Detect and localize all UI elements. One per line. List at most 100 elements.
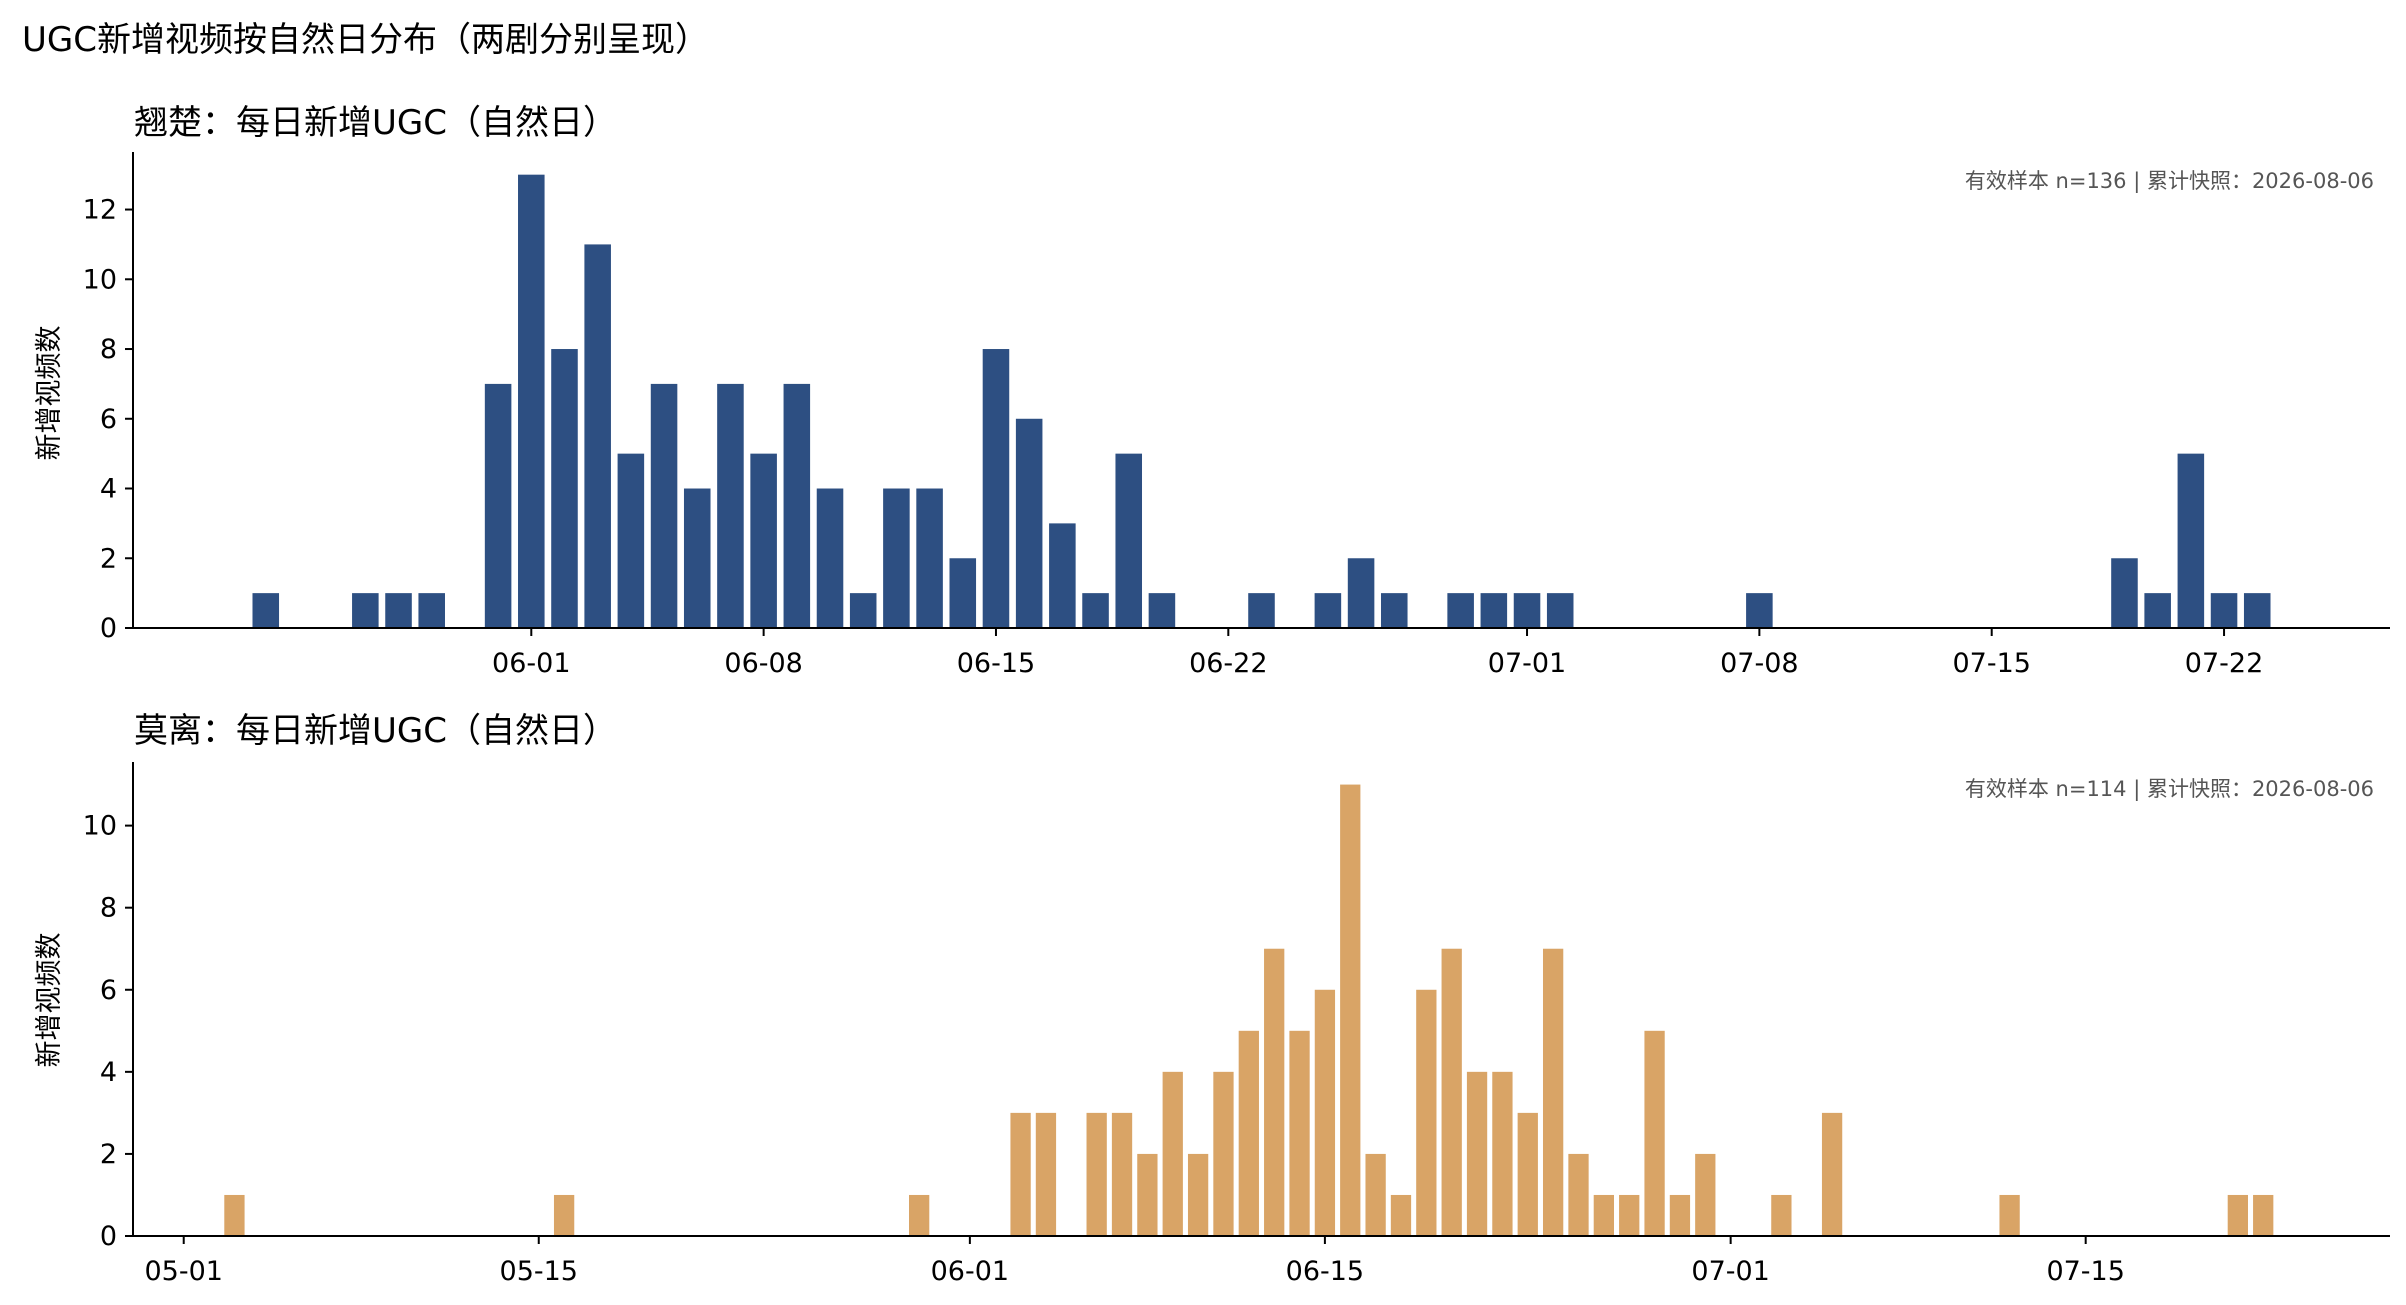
bar — [484, 383, 512, 628]
sample-annotation: 有效样本 n=114 | 累计快照：2026-08-06 — [1965, 777, 2374, 802]
bar — [1821, 1112, 1843, 1236]
bar — [2227, 1194, 2248, 1236]
bar — [650, 383, 678, 628]
bar — [1049, 523, 1076, 628]
bar — [750, 453, 777, 628]
y-tick-label: 4 — [100, 1057, 117, 1088]
y-axis-label: 新增视频数 — [34, 326, 65, 461]
bar — [1347, 558, 1375, 628]
y-tick-label: 10 — [83, 264, 117, 295]
bar — [982, 349, 1010, 628]
bar — [224, 1194, 245, 1236]
bar — [1248, 593, 1275, 628]
bar — [949, 558, 977, 628]
bar — [1380, 593, 1408, 628]
y-tick-label: 2 — [100, 1139, 117, 1170]
bar — [1513, 593, 1541, 628]
x-tick-label: 06-15 — [957, 648, 1035, 679]
bar — [1264, 948, 1285, 1236]
x-tick-label: 07-01 — [1488, 648, 1566, 679]
bar — [418, 593, 445, 628]
x-tick-label: 07-22 — [2185, 648, 2263, 679]
bar — [783, 383, 811, 628]
bar — [1035, 1112, 1057, 1236]
bar — [1115, 453, 1143, 628]
bar — [816, 488, 844, 628]
bar — [1340, 784, 1361, 1236]
bar — [1010, 1112, 1031, 1236]
y-tick-label: 6 — [100, 404, 117, 435]
bar — [1568, 1153, 1589, 1236]
bar — [1517, 1112, 1538, 1236]
bar — [1148, 593, 1176, 628]
bar — [1238, 1030, 1259, 1236]
x-tick-label: 05-15 — [500, 1256, 578, 1287]
bar — [1480, 593, 1508, 628]
bar — [1289, 1030, 1310, 1236]
bar — [2253, 1194, 2274, 1236]
bar — [1213, 1071, 1234, 1236]
bar — [551, 349, 578, 628]
bar — [553, 1194, 575, 1236]
bar — [1187, 1153, 1209, 1236]
bar — [1390, 1194, 1412, 1236]
bar — [1466, 1071, 1488, 1236]
y-tick-label: 2 — [100, 543, 117, 574]
x-tick-label: 06-22 — [1189, 648, 1267, 679]
sample-annotation: 有效样本 n=136 | 累计快照：2026-08-06 — [1965, 169, 2374, 194]
x-tick-label: 07-15 — [2046, 1256, 2124, 1287]
x-axis-ticks: 06-01 06-08 06-15 06-22 07-01 07-08 07-15 07-22 — [492, 628, 2263, 679]
bar — [1365, 1153, 1386, 1236]
bar — [1015, 418, 1043, 628]
bar — [1546, 593, 1574, 628]
bar-series — [224, 784, 2274, 1236]
bar — [2177, 453, 2205, 628]
bar — [1111, 1112, 1133, 1236]
x-tick-label: 06-15 — [1286, 1256, 1364, 1287]
chart-panel-qiaochu: 翘楚：每日新增UGC（自然日） 有效样本 n=136 | 累计快照：2026-0… — [34, 103, 2390, 679]
x-tick-label: 05-01 — [144, 1256, 222, 1287]
bar — [385, 593, 412, 628]
bar — [1082, 593, 1109, 628]
bar — [1162, 1071, 1183, 1236]
bar — [1314, 593, 1342, 628]
y-tick-label: 4 — [100, 474, 117, 505]
chart-panel-moli: 莫离：每日新增UGC（自然日） 有效样本 n=114 | 累计快照：2026-0… — [34, 711, 2390, 1287]
y-tick-label: 8 — [100, 334, 117, 365]
bar-series — [252, 174, 2271, 629]
x-tick-label: 07-15 — [1952, 648, 2030, 679]
bar — [1619, 1194, 1640, 1236]
bar — [2144, 593, 2171, 628]
bar — [883, 488, 910, 628]
x-axis-ticks: 05-01 05-15 06-01 06-15 07-01 07-15 — [144, 1236, 2125, 1287]
x-tick-label: 06-01 — [931, 1256, 1009, 1287]
bar — [252, 593, 280, 628]
bar — [2111, 558, 2138, 628]
bar — [1542, 948, 1564, 1236]
bar — [1441, 948, 1462, 1236]
bar — [1771, 1194, 1792, 1236]
figure-title: UGC新增视频按自然日分布（两剧分别呈现） — [22, 20, 709, 60]
y-tick-label: 8 — [100, 893, 117, 924]
y-tick-label: 6 — [100, 975, 117, 1006]
bar — [584, 244, 611, 628]
bar — [617, 453, 645, 628]
bar — [1416, 989, 1437, 1236]
y-tick-label: 10 — [83, 811, 117, 842]
chart-title: 莫离：每日新增UGC（自然日） — [134, 711, 617, 751]
bar — [1447, 593, 1474, 628]
bar — [683, 488, 711, 628]
bar — [1137, 1153, 1158, 1236]
bar — [1644, 1030, 1665, 1236]
x-tick-label: 06-08 — [724, 648, 802, 679]
y-axis-ticks: 0 2 4 6 8 10 — [83, 811, 133, 1252]
x-tick-label: 06-01 — [492, 648, 570, 679]
bar — [717, 383, 744, 628]
bar — [1314, 989, 1336, 1236]
bar — [2243, 593, 2271, 628]
bar — [1695, 1153, 1716, 1236]
bar — [1746, 593, 1773, 628]
bar — [909, 1194, 930, 1236]
bar — [1086, 1112, 1107, 1236]
bar — [1999, 1194, 2020, 1236]
